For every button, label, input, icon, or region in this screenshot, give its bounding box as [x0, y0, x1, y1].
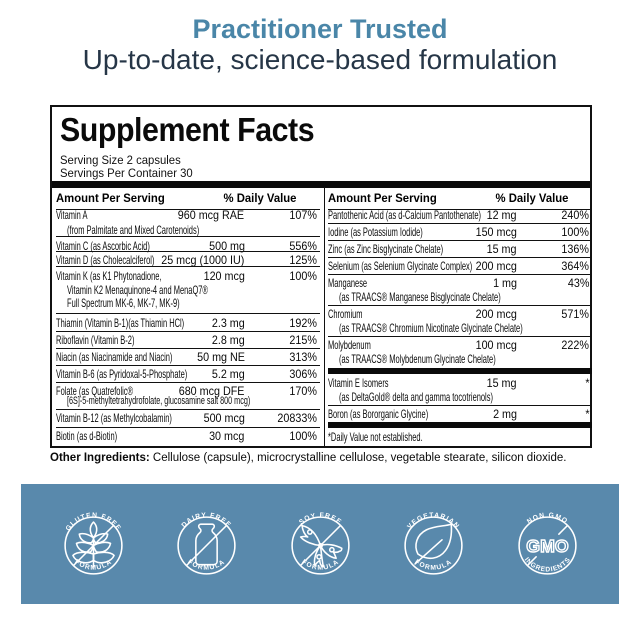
svg-text:NON GMO: NON GMO [526, 512, 569, 526]
svg-text:INGREDIENTS: INGREDIENTS [523, 556, 572, 573]
svg-text:SOY FREE: SOY FREE [298, 512, 343, 526]
svg-text:GMO: GMO [526, 536, 569, 556]
